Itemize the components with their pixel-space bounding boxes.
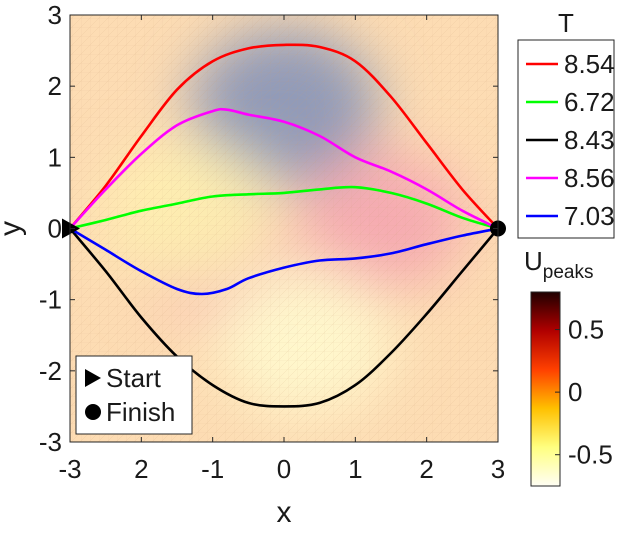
series-line-8.56 (70, 107, 498, 230)
legend-title: T (558, 8, 574, 38)
x-axis-label: x (277, 496, 292, 528)
series-line-7.03 (70, 227, 498, 296)
legend-start-icon (85, 369, 101, 387)
x-tick-label: -3 (58, 454, 81, 484)
legend-finish-label: Finish (106, 397, 175, 427)
legend-label-8.43: 8.43 (564, 125, 615, 155)
y-tick-label: 2 (48, 71, 62, 101)
legend-start-label: Start (106, 363, 162, 393)
series-line-8.54 (70, 43, 498, 230)
x-tick-label: 2 (419, 454, 433, 484)
legend-label-6.72: 6.72 (564, 87, 615, 117)
y-tick-label: -1 (39, 285, 62, 315)
x-tick-label: 0 (277, 454, 291, 484)
legend-label-7.03: 7.03 (564, 201, 615, 231)
legend-finish-icon (85, 404, 101, 420)
y-tick-label: -3 (39, 427, 62, 457)
y-tick-label: 1 (48, 142, 62, 172)
y-tick-label: 3 (48, 0, 62, 30)
legend-label-8.56: 8.56 (564, 163, 615, 193)
x-tick-label: -1 (201, 454, 224, 484)
x-tick-label: 1 (348, 454, 362, 484)
series-line-6.72 (70, 185, 498, 230)
series-line-8.43 (70, 227, 498, 408)
legend-label-8.54: 8.54 (564, 49, 615, 79)
y-tick-label: -2 (39, 356, 62, 386)
colorbar-tick-label: -0.5 (568, 440, 613, 470)
colorbar-title: Upeaks (524, 246, 593, 283)
x-tick-label: 3 (491, 454, 505, 484)
marker-legend-box (75, 355, 193, 435)
colorbar-tick-label: 0.5 (568, 315, 604, 345)
y-tick-label: 0 (48, 214, 62, 244)
colorbar (530, 291, 561, 487)
x-tick-label: 2 (134, 454, 148, 484)
colorbar-tick-label: 0 (568, 377, 582, 407)
y-axis-label: y (0, 221, 27, 236)
